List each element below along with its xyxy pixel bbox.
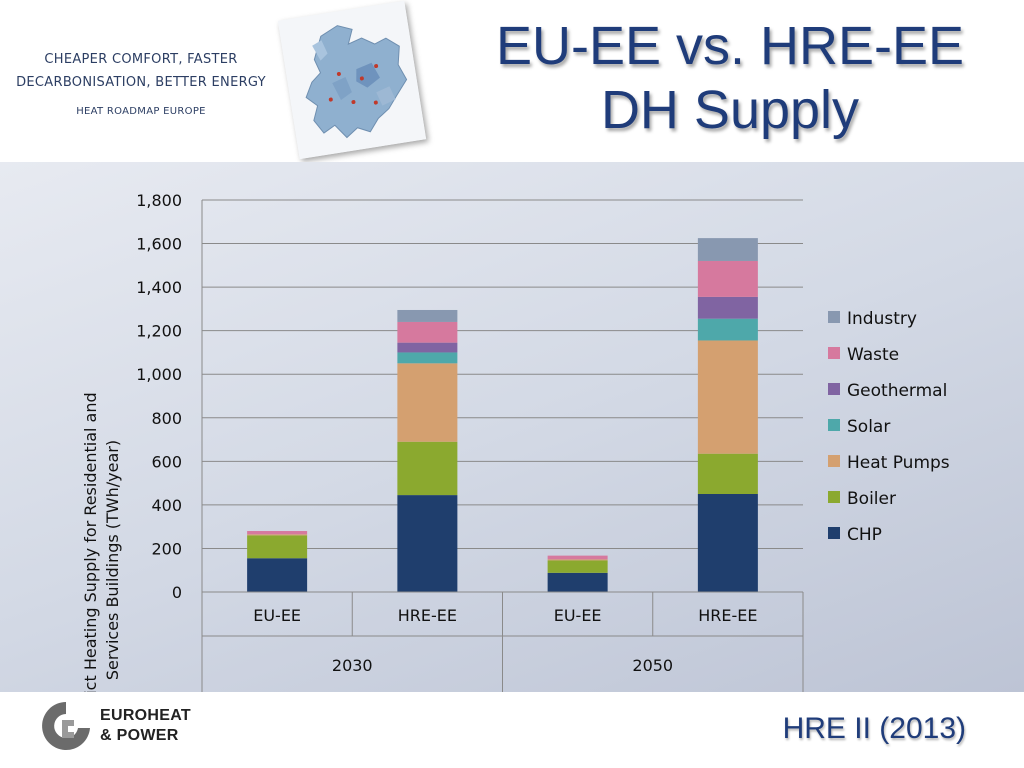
y-tick-label: 1,800 (136, 191, 182, 210)
source-reference: HRE II (2013) (782, 712, 966, 745)
y-tick-label: 1,600 (136, 235, 182, 254)
bar-segment-chp (247, 558, 308, 592)
legend-label: Boiler (847, 489, 896, 509)
chart-panel (0, 162, 1024, 692)
bar-segment-heat-pumps (397, 363, 458, 442)
bar-segment-solar (697, 318, 758, 341)
y-tick-label: 800 (151, 409, 182, 428)
legend-swatch (828, 311, 840, 323)
bar-segment-waste (697, 260, 758, 297)
x-group-label: 2030 (332, 656, 373, 675)
bar-segment-geothermal (697, 296, 758, 319)
bar-segment-chp (547, 572, 608, 592)
y-tick-label: 0 (172, 583, 182, 602)
x-category-label: EU-EE (554, 606, 602, 625)
logo-line-2: & POWER (100, 727, 179, 744)
y-tick-label: 1,400 (136, 278, 182, 297)
legend-swatch (828, 419, 840, 431)
tagline: CHEAPER COMFORT, FASTER DECARBONISATION,… (0, 48, 282, 117)
bar-segment-waste (247, 531, 308, 535)
y-tick-label: 600 (151, 452, 182, 471)
x-group-label: 2050 (632, 656, 673, 675)
bar-segment-boiler (247, 535, 308, 559)
bars (247, 238, 758, 592)
legend-swatch (828, 527, 840, 539)
logo-line-1: EUROHEAT (100, 707, 191, 724)
bar-segment-waste (547, 555, 608, 560)
bar-segment-waste (397, 321, 458, 343)
legend-swatch (828, 455, 840, 467)
bar-segment-heat-pumps (547, 559, 608, 561)
y-axis-title-line-1: District Heating Supply for Residential … (81, 392, 100, 692)
tagline-line-3: HEAT ROADMAP EUROPE (76, 106, 206, 117)
bar-segment-heat-pumps (247, 534, 308, 536)
slide-title: EU-EE vs. HRE-EE DH Supply (440, 14, 1020, 142)
legend-label: CHP (847, 525, 882, 545)
euroheat-logo-icon (42, 702, 90, 750)
bar-segment-industry (697, 238, 758, 261)
legend-swatch (828, 491, 840, 503)
legend-label: Solar (847, 417, 890, 437)
x-category-label: HRE-EE (698, 606, 757, 625)
y-axis-title: District Heating Supply for Residential … (81, 387, 122, 692)
tagline-line-1: CHEAPER COMFORT, FASTER (44, 52, 238, 67)
x-axis-categories: EU-EE HRE-EE EU-EE HRE-EE 2030 2050 (253, 606, 757, 675)
slide-title-line-2: DH Supply (600, 80, 860, 140)
y-tick-label: 400 (151, 496, 182, 515)
bar-segment-solar (397, 352, 458, 364)
euroheat-power-logo: EUROHEAT & POWER (38, 698, 208, 760)
bar-segment-industry (397, 309, 458, 322)
bar-segment-chp (697, 494, 758, 592)
bar-segment-geothermal (397, 342, 458, 353)
slide-title-line-1: EU-EE vs. HRE-EE (495, 16, 965, 76)
x-category-label: HRE-EE (398, 606, 457, 625)
bar-segment-boiler (397, 441, 458, 496)
legend-label: Geothermal (847, 381, 947, 401)
y-tick-label: 200 (151, 539, 182, 558)
bar-segment-chp (397, 495, 458, 592)
y-tick-label: 1,200 (136, 322, 182, 341)
legend: Industry Waste Geothermal Solar Heat Pumps Bo… (828, 309, 950, 545)
y-axis-ticks: 0 200 400 600 800 1,000 1,200 1,400 1,600 1,800 (136, 191, 182, 602)
logo-text: EUROHEAT & POWER (100, 706, 191, 746)
tagline-line-2: DECARBONISATION, BETTER ENERGY (16, 75, 266, 90)
y-tick-label: 1,000 (136, 365, 182, 384)
legend-swatch (828, 347, 840, 359)
x-axis (201, 200, 804, 692)
europe-map-icon (277, 0, 427, 160)
europe-map-image (277, 0, 427, 160)
y-axis-title-line-2: Services Buildings (TWh/year) (103, 440, 122, 680)
legend-swatch (828, 383, 840, 395)
legend-label: Industry (847, 309, 917, 329)
bar-segment-heat-pumps (697, 340, 758, 454)
stacked-bar-chart: 0 200 400 600 800 1,000 1,200 1,400 1,600 1,800 E… (81, 191, 950, 692)
legend-label: Waste (847, 345, 899, 365)
x-category-label: EU-EE (253, 606, 301, 625)
bar-segment-boiler (547, 560, 608, 573)
bar-segment-boiler (697, 453, 758, 494)
legend-label: Heat Pumps (847, 453, 950, 473)
